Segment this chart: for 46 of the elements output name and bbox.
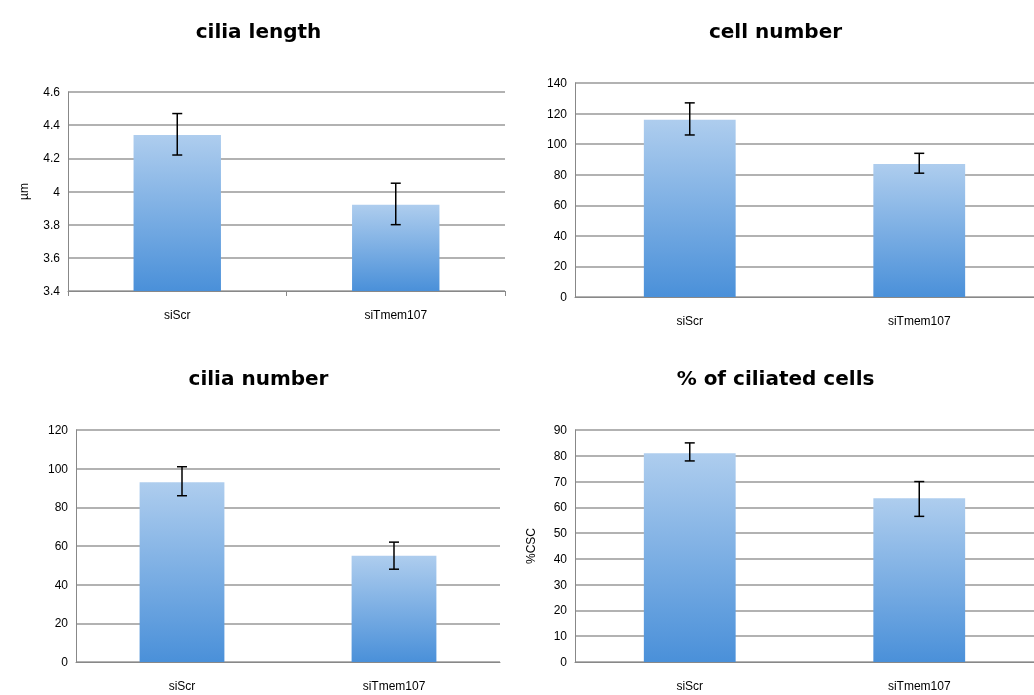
y-tick-label: 4.4 [43, 118, 61, 133]
x-tick-label: siTmem107 [364, 308, 428, 322]
x-tick-label: siTmem107 [362, 679, 426, 693]
y-tick-label: 90 [553, 423, 568, 437]
x-tick-label: siScr [168, 679, 196, 693]
y-tick-label: 10 [553, 629, 568, 644]
y-axis-title: %CSC [524, 527, 538, 565]
y-tick-label: 20 [553, 603, 568, 618]
y-tick-label: 140 [546, 76, 568, 90]
y-tick-label: 40 [553, 228, 568, 243]
chart-title: cilia number [188, 366, 329, 390]
x-tick-label: siScr [676, 679, 704, 693]
y-tick-label: 0 [560, 290, 568, 304]
x-tick-label: siScr [676, 314, 704, 328]
y-tick-label: 100 [47, 461, 69, 476]
y-tick-label: 3.4 [43, 284, 61, 298]
y-tick-label: 100 [546, 137, 568, 152]
x-tick-label: siScr [163, 308, 191, 322]
y-tick-label: 0 [61, 655, 69, 669]
x-tick-label: siTmem107 [887, 679, 951, 693]
chart-title: cilia length [195, 19, 322, 43]
y-tick-label: 60 [553, 500, 568, 515]
y-axis-title: µm [17, 183, 31, 200]
y-tick-label: 50 [553, 526, 568, 541]
y-tick-label: 60 [54, 539, 69, 553]
y-tick-label: 30 [553, 577, 568, 592]
y-tick-label: 3.6 [43, 250, 61, 265]
chart-title: cell number [708, 19, 843, 43]
y-tick-label: 40 [54, 577, 69, 592]
y-tick-label: 80 [553, 448, 568, 463]
x-tick-label: siTmem107 [887, 314, 951, 328]
y-tick-label: 4.2 [43, 151, 61, 166]
y-tick-label: 3.8 [43, 217, 61, 232]
chart-title: % of ciliated cells [676, 366, 875, 390]
y-tick-label: 4 [53, 184, 61, 199]
y-tick-label: 20 [54, 616, 69, 631]
y-tick-label: 40 [553, 551, 568, 566]
y-tick-label: 70 [553, 474, 568, 489]
y-tick-label: 4.6 [43, 85, 61, 99]
y-tick-label: 60 [553, 198, 568, 213]
y-tick-label: 20 [553, 259, 568, 274]
y-tick-label: 0 [560, 655, 568, 669]
y-tick-label: 120 [47, 423, 69, 437]
y-tick-label: 120 [546, 106, 568, 121]
y-tick-label: 80 [553, 167, 568, 182]
y-tick-label: 80 [54, 500, 69, 515]
